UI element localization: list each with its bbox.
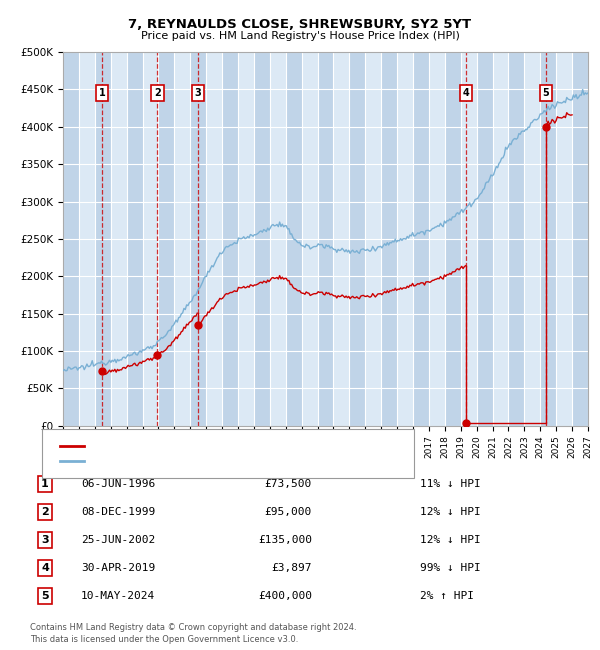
Bar [190, 52, 206, 426]
Bar [508, 52, 524, 426]
Text: 2% ↑ HPI: 2% ↑ HPI [420, 591, 474, 601]
Text: 99% ↓ HPI: 99% ↓ HPI [420, 563, 481, 573]
Text: HPI: Average price, detached house, Shropshire: HPI: Average price, detached house, Shro… [90, 456, 328, 466]
Bar [158, 52, 175, 426]
Bar [63, 52, 79, 426]
Text: £400,000: £400,000 [258, 591, 312, 601]
Bar [254, 52, 270, 426]
Bar [413, 52, 429, 426]
Bar [286, 52, 302, 426]
Text: 12% ↓ HPI: 12% ↓ HPI [420, 507, 481, 517]
Bar [381, 52, 397, 426]
Text: £95,000: £95,000 [265, 507, 312, 517]
Bar [95, 52, 111, 426]
Bar [476, 52, 493, 426]
Text: 1: 1 [98, 88, 105, 98]
Bar [349, 52, 365, 426]
Text: 12% ↓ HPI: 12% ↓ HPI [420, 535, 481, 545]
Text: Contains HM Land Registry data © Crown copyright and database right 2024.: Contains HM Land Registry data © Crown c… [30, 623, 356, 632]
Text: 4: 4 [41, 563, 49, 573]
Text: 2: 2 [154, 88, 161, 98]
Text: Price paid vs. HM Land Registry's House Price Index (HPI): Price paid vs. HM Land Registry's House … [140, 31, 460, 41]
Text: 2: 2 [41, 507, 49, 517]
Text: 7, REYNAULDS CLOSE, SHREWSBURY, SY2 5YT: 7, REYNAULDS CLOSE, SHREWSBURY, SY2 5YT [128, 18, 472, 31]
Text: 25-JUN-2002: 25-JUN-2002 [81, 535, 155, 545]
Text: 5: 5 [41, 591, 49, 601]
Text: 1: 1 [41, 479, 49, 489]
Text: £3,897: £3,897 [271, 563, 312, 573]
Text: 30-APR-2019: 30-APR-2019 [81, 563, 155, 573]
Text: 7, REYNAULDS CLOSE, SHREWSBURY, SY2 5YT (detached house): 7, REYNAULDS CLOSE, SHREWSBURY, SY2 5YT … [90, 441, 412, 450]
Bar [445, 52, 461, 426]
Text: 10-MAY-2024: 10-MAY-2024 [81, 591, 155, 601]
Text: 3: 3 [41, 535, 49, 545]
Bar [317, 52, 334, 426]
Text: 5: 5 [542, 88, 550, 98]
Text: 4: 4 [463, 88, 469, 98]
Text: £135,000: £135,000 [258, 535, 312, 545]
Bar [222, 52, 238, 426]
Text: £73,500: £73,500 [265, 479, 312, 489]
Bar [127, 52, 143, 426]
Text: 06-JUN-1996: 06-JUN-1996 [81, 479, 155, 489]
Bar [540, 52, 556, 426]
Text: 08-DEC-1999: 08-DEC-1999 [81, 507, 155, 517]
Text: 11% ↓ HPI: 11% ↓ HPI [420, 479, 481, 489]
Text: This data is licensed under the Open Government Licence v3.0.: This data is licensed under the Open Gov… [30, 634, 298, 644]
Bar [572, 52, 588, 426]
Text: 3: 3 [194, 88, 201, 98]
